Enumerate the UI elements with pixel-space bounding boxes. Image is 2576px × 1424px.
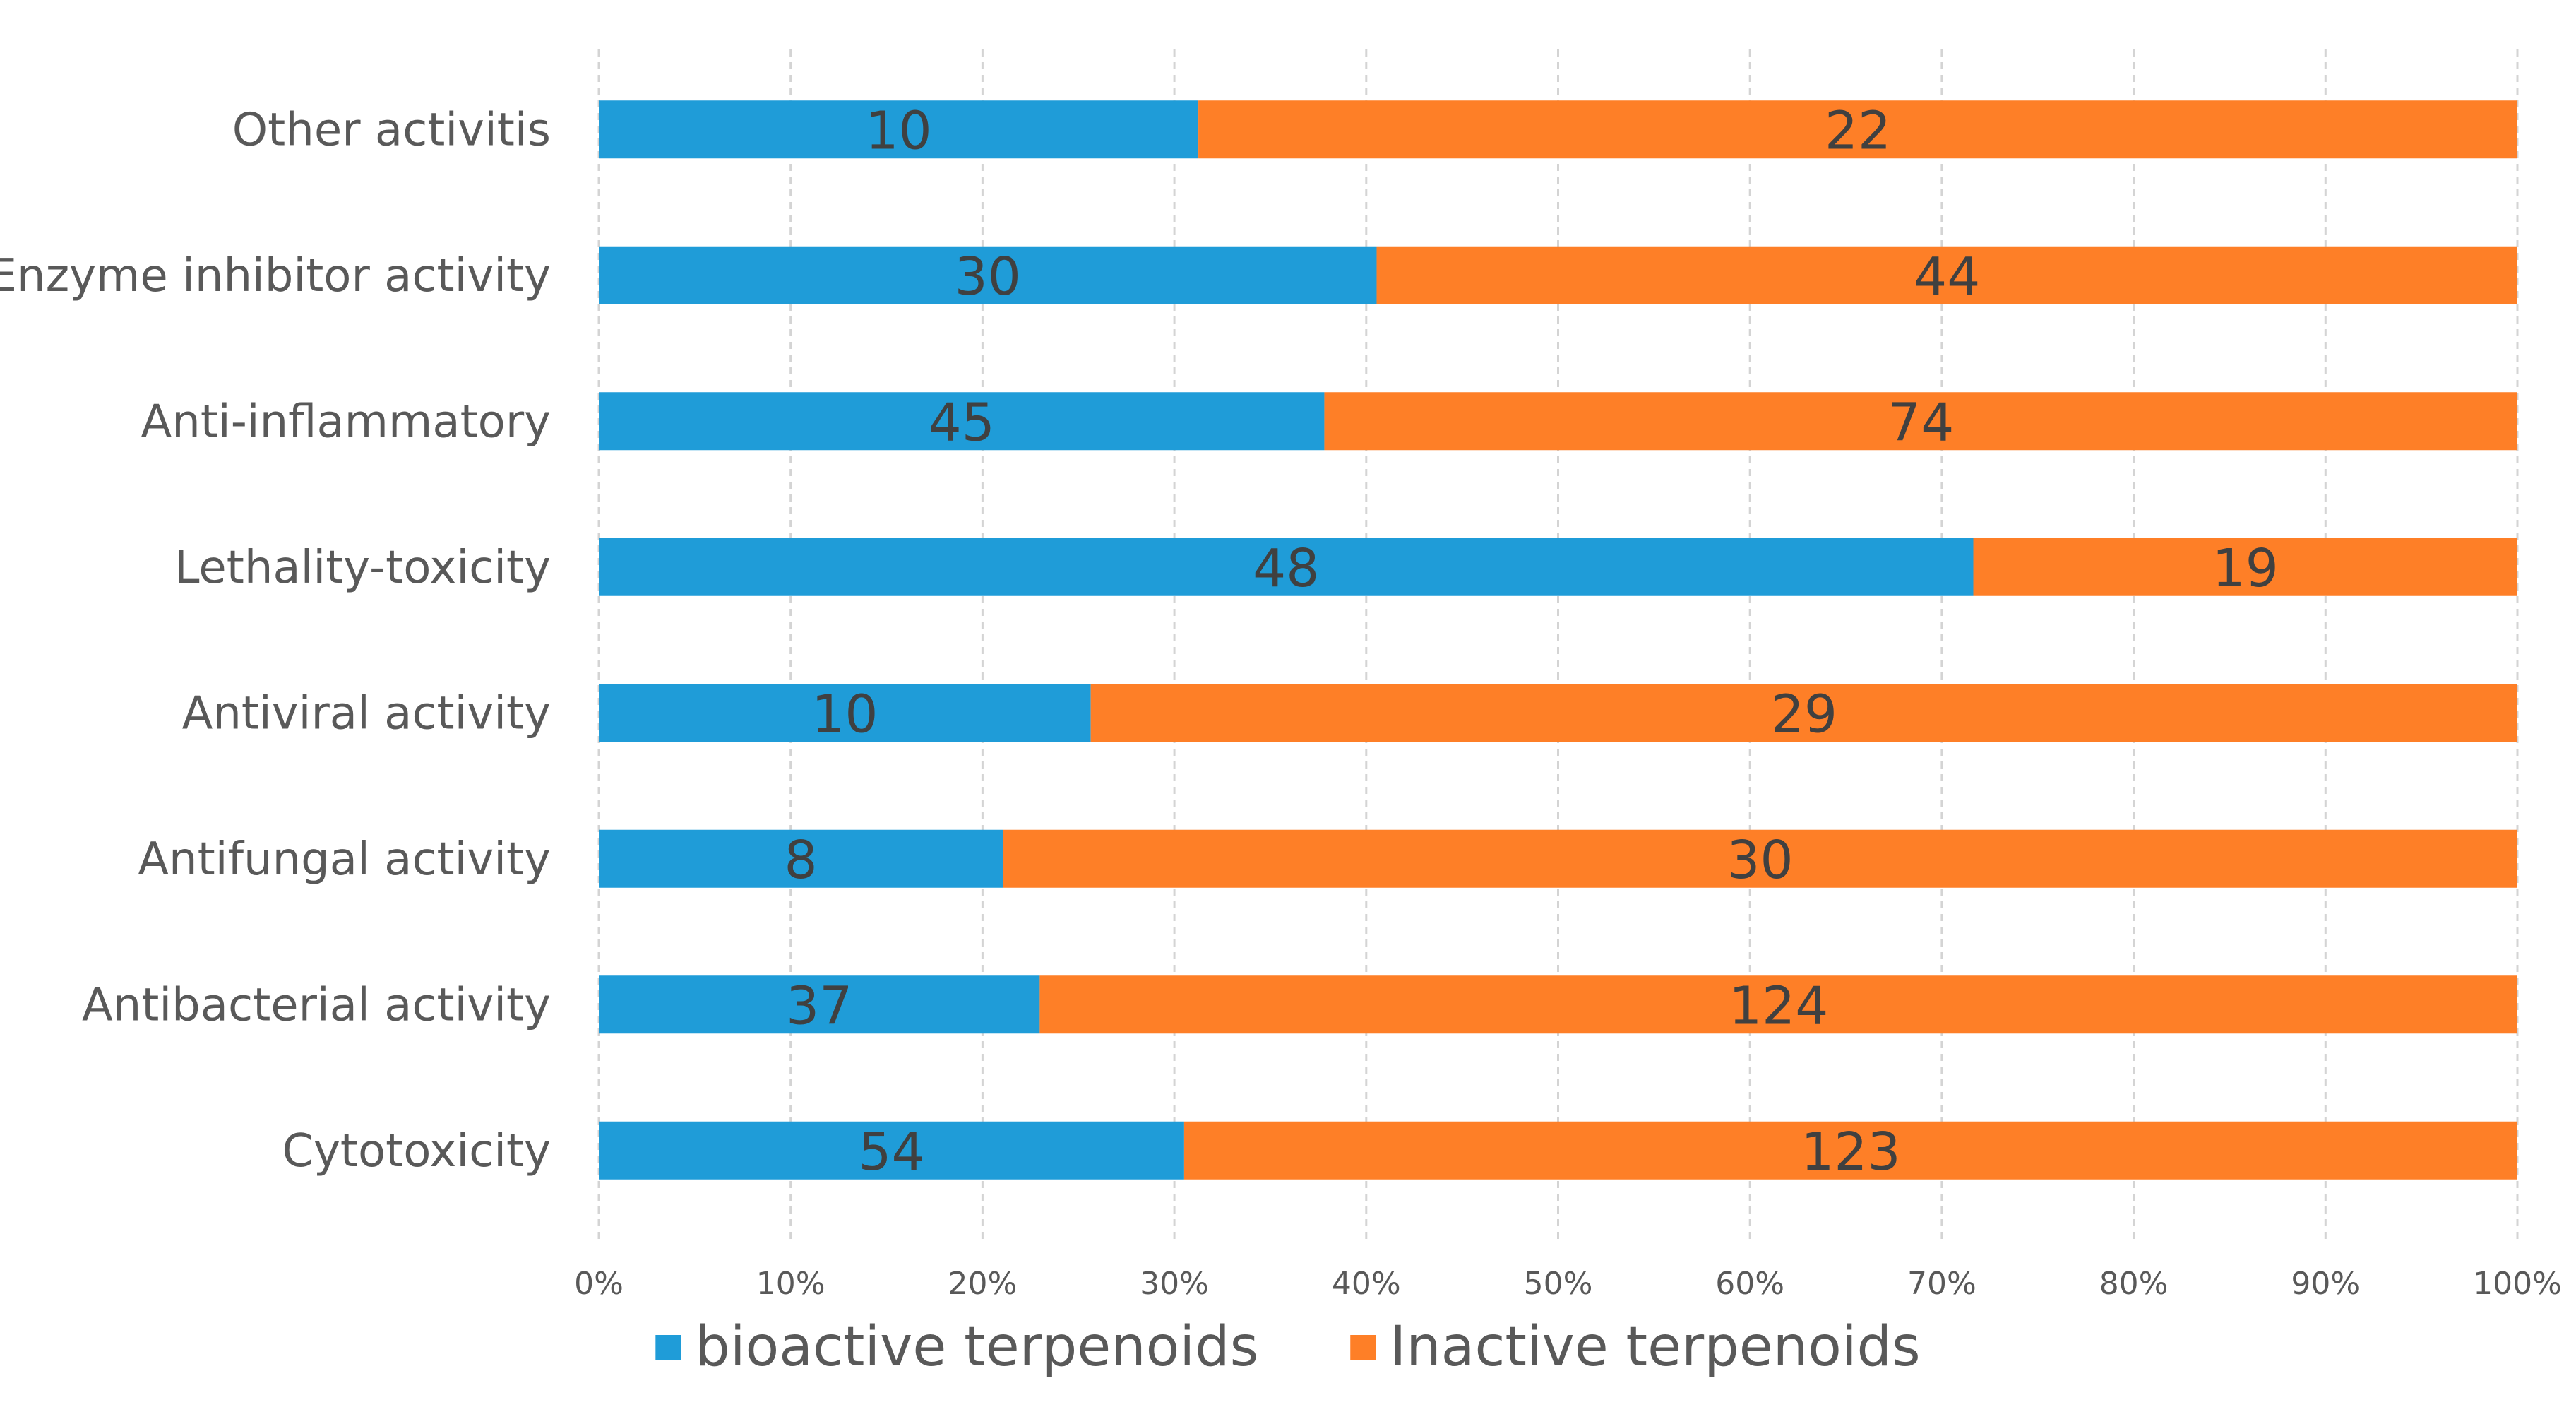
data-label: 74 bbox=[1888, 392, 1954, 453]
legend: bioactive terpenoids Inactive terpenoids bbox=[655, 1315, 1921, 1379]
data-label: 10 bbox=[865, 100, 931, 161]
data-label: 48 bbox=[1253, 538, 1319, 599]
legend-swatch bbox=[655, 1335, 681, 1360]
x-tick-label: 100% bbox=[2473, 1266, 2562, 1302]
data-label: 54 bbox=[858, 1122, 924, 1182]
bar-inactive-terpenoids-antibacterial-activity bbox=[1039, 975, 2517, 1034]
bar-bioactive-terpenoids-lethality-toxicity bbox=[599, 538, 1974, 596]
data-label: 19 bbox=[2212, 538, 2279, 599]
bar-bioactive-terpenoids-antibacterial-activity bbox=[599, 975, 1040, 1034]
x-tick-label: 30% bbox=[1140, 1266, 1209, 1302]
legend-swatch bbox=[1350, 1335, 1376, 1360]
bar-inactive-terpenoids-cytotoxicity bbox=[1183, 1121, 2517, 1180]
x-tick-label: 50% bbox=[1524, 1266, 1593, 1302]
category-label: Cytotoxicity bbox=[282, 1125, 551, 1177]
data-label: 10 bbox=[811, 684, 878, 744]
data-label: 30 bbox=[955, 247, 1021, 307]
x-tick-label: 0% bbox=[574, 1266, 624, 1302]
bar-bioactive-terpenoids-cytotoxicity bbox=[599, 1121, 1184, 1180]
x-tick-label: 80% bbox=[2099, 1266, 2169, 1302]
x-tick-label: 70% bbox=[1907, 1266, 1976, 1302]
category-label: Antibacterial activity bbox=[82, 979, 551, 1031]
bar-inactive-terpenoids-anti-inflammatory bbox=[1324, 392, 2517, 451]
bar-bioactive-terpenoids-anti-inflammatory bbox=[599, 392, 1325, 451]
bar-bioactive-terpenoids-other-activitis bbox=[599, 100, 1199, 159]
legend-item-bioactive-terpenoids: bioactive terpenoids bbox=[655, 1315, 1258, 1379]
bar-inactive-terpenoids-antifungal-activity bbox=[1003, 829, 2517, 888]
data-label: 22 bbox=[1825, 100, 1891, 161]
bar-bioactive-terpenoids-antiviral-activity bbox=[599, 684, 1091, 742]
category-label: Anti-inflammatory bbox=[141, 396, 551, 448]
legend-label: Inactive terpenoids bbox=[1390, 1315, 1920, 1379]
data-label: 29 bbox=[1771, 684, 1837, 744]
data-label: 124 bbox=[1729, 975, 1828, 1036]
category-label: Other activitis bbox=[232, 104, 551, 156]
category-axis: Cytotoxicity Antibacterial activity Antifu… bbox=[0, 104, 551, 1177]
legend-label: bioactive terpenoids bbox=[695, 1315, 1258, 1379]
bar-bioactive-terpenoids-antifungal-activity bbox=[599, 829, 1003, 888]
category-label: Enzyme inhibitor activity bbox=[0, 250, 551, 302]
x-tick-label: 60% bbox=[1715, 1266, 1784, 1302]
category-label: Antiviral activity bbox=[182, 687, 551, 740]
x-tick-label: 10% bbox=[756, 1266, 825, 1302]
bar-inactive-terpenoids-lethality-toxicity bbox=[1973, 538, 2517, 596]
category-label: Lethality-toxicity bbox=[174, 542, 551, 594]
data-label: 8 bbox=[784, 830, 817, 891]
data-label: 123 bbox=[1801, 1122, 1900, 1182]
bar-bioactive-terpenoids-enzyme-inhibitor-activity bbox=[599, 246, 1377, 304]
data-label: 37 bbox=[786, 975, 852, 1036]
bar-inactive-terpenoids-other-activitis bbox=[1198, 100, 2517, 159]
value-axis: 0% 10% 20% 30% 40% 50% 60% 70% 80% 90% 100% bbox=[574, 1266, 2562, 1302]
category-label: Antifungal activity bbox=[138, 833, 551, 886]
gridlines bbox=[597, 49, 2519, 1240]
bar-inactive-terpenoids-enzyme-inhibitor-activity bbox=[1376, 246, 2517, 304]
bar-inactive-terpenoids-antiviral-activity bbox=[1090, 684, 2517, 742]
data-label: 30 bbox=[1727, 830, 1793, 891]
x-tick-label: 20% bbox=[948, 1266, 1018, 1302]
x-tick-label: 40% bbox=[1332, 1266, 1401, 1302]
x-tick-label: 90% bbox=[2291, 1266, 2360, 1302]
data-label: 44 bbox=[1914, 247, 1980, 307]
bars bbox=[599, 100, 2517, 1180]
legend-item-inactive-terpenoids: Inactive terpenoids bbox=[1350, 1315, 1921, 1379]
data-labels: 54 123 37 124 8 30 10 29 48 19 45 74 30 44 10 22 bbox=[784, 100, 2278, 1182]
data-label: 45 bbox=[929, 392, 995, 453]
